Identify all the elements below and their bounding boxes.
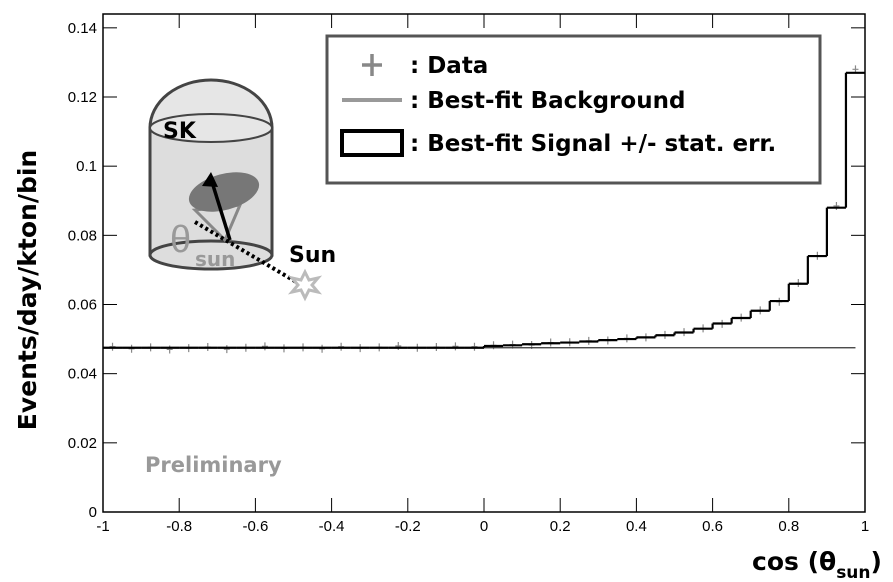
arrow-head <box>202 172 218 187</box>
theta-sub: sun <box>195 247 235 271</box>
y-tick-label: 0.12 <box>68 89 97 106</box>
data-point <box>223 345 230 354</box>
x-axis-label: cos (θsun) <box>752 547 882 582</box>
x-axis-label-end: ) <box>871 547 882 576</box>
y-tick-label: 0.14 <box>68 20 97 37</box>
sun-icon <box>287 268 323 302</box>
detector-diagram: SK θ sun Sun <box>148 78 336 302</box>
legend-symbol <box>340 129 404 157</box>
legend-label: : Data <box>410 53 488 79</box>
x-tick-label: 0.2 <box>550 518 571 535</box>
sun-label: Sun <box>289 243 336 268</box>
legend-label: : Best-fit Signal +/- stat. err. <box>410 131 776 157</box>
y-tick-label: 0.02 <box>68 435 97 452</box>
x-tick-label: -0.6 <box>242 518 268 535</box>
cylinder-top <box>149 113 273 143</box>
x-tick-label: -0.8 <box>166 518 192 535</box>
x-tick-label: 0.6 <box>702 518 723 535</box>
sun-direction <box>193 220 300 285</box>
arrow <box>210 181 232 241</box>
legend-label: : Best-fit Background <box>410 88 685 114</box>
x-axis-label-main: cos (θ <box>752 547 836 576</box>
data-point <box>452 342 459 351</box>
x-tick-label: 1 <box>861 518 869 535</box>
cylinder-base <box>148 239 274 271</box>
y-tick-label: 0.04 <box>68 366 97 383</box>
y-tick-label: 0.1 <box>76 158 97 175</box>
x-tick-label: -0.2 <box>395 518 421 535</box>
y-axis-label: Events/day/kton/bin <box>13 150 42 430</box>
y-tick-label: 0.08 <box>68 227 97 244</box>
theta-label: θ <box>170 219 191 261</box>
x-tick-label: 0.4 <box>626 518 647 535</box>
sk-label: SK <box>163 119 197 144</box>
y-tick-label: 0 <box>89 504 97 521</box>
legend-symbol <box>362 54 382 76</box>
legend: : Data : Best-fit Background : Best-fit Si… <box>325 34 822 185</box>
x-tick-label: 0 <box>480 518 488 535</box>
x-axis-label-sub: sun <box>836 563 870 582</box>
legend-box <box>325 34 822 185</box>
y-tick-label: 0.06 <box>68 297 97 314</box>
x-tick-label: 0.8 <box>778 518 799 535</box>
x-tick-label: -1 <box>96 518 109 535</box>
data-point <box>261 342 268 351</box>
x-tick-label: -0.4 <box>319 518 345 535</box>
preliminary-label: Preliminary <box>145 453 282 477</box>
